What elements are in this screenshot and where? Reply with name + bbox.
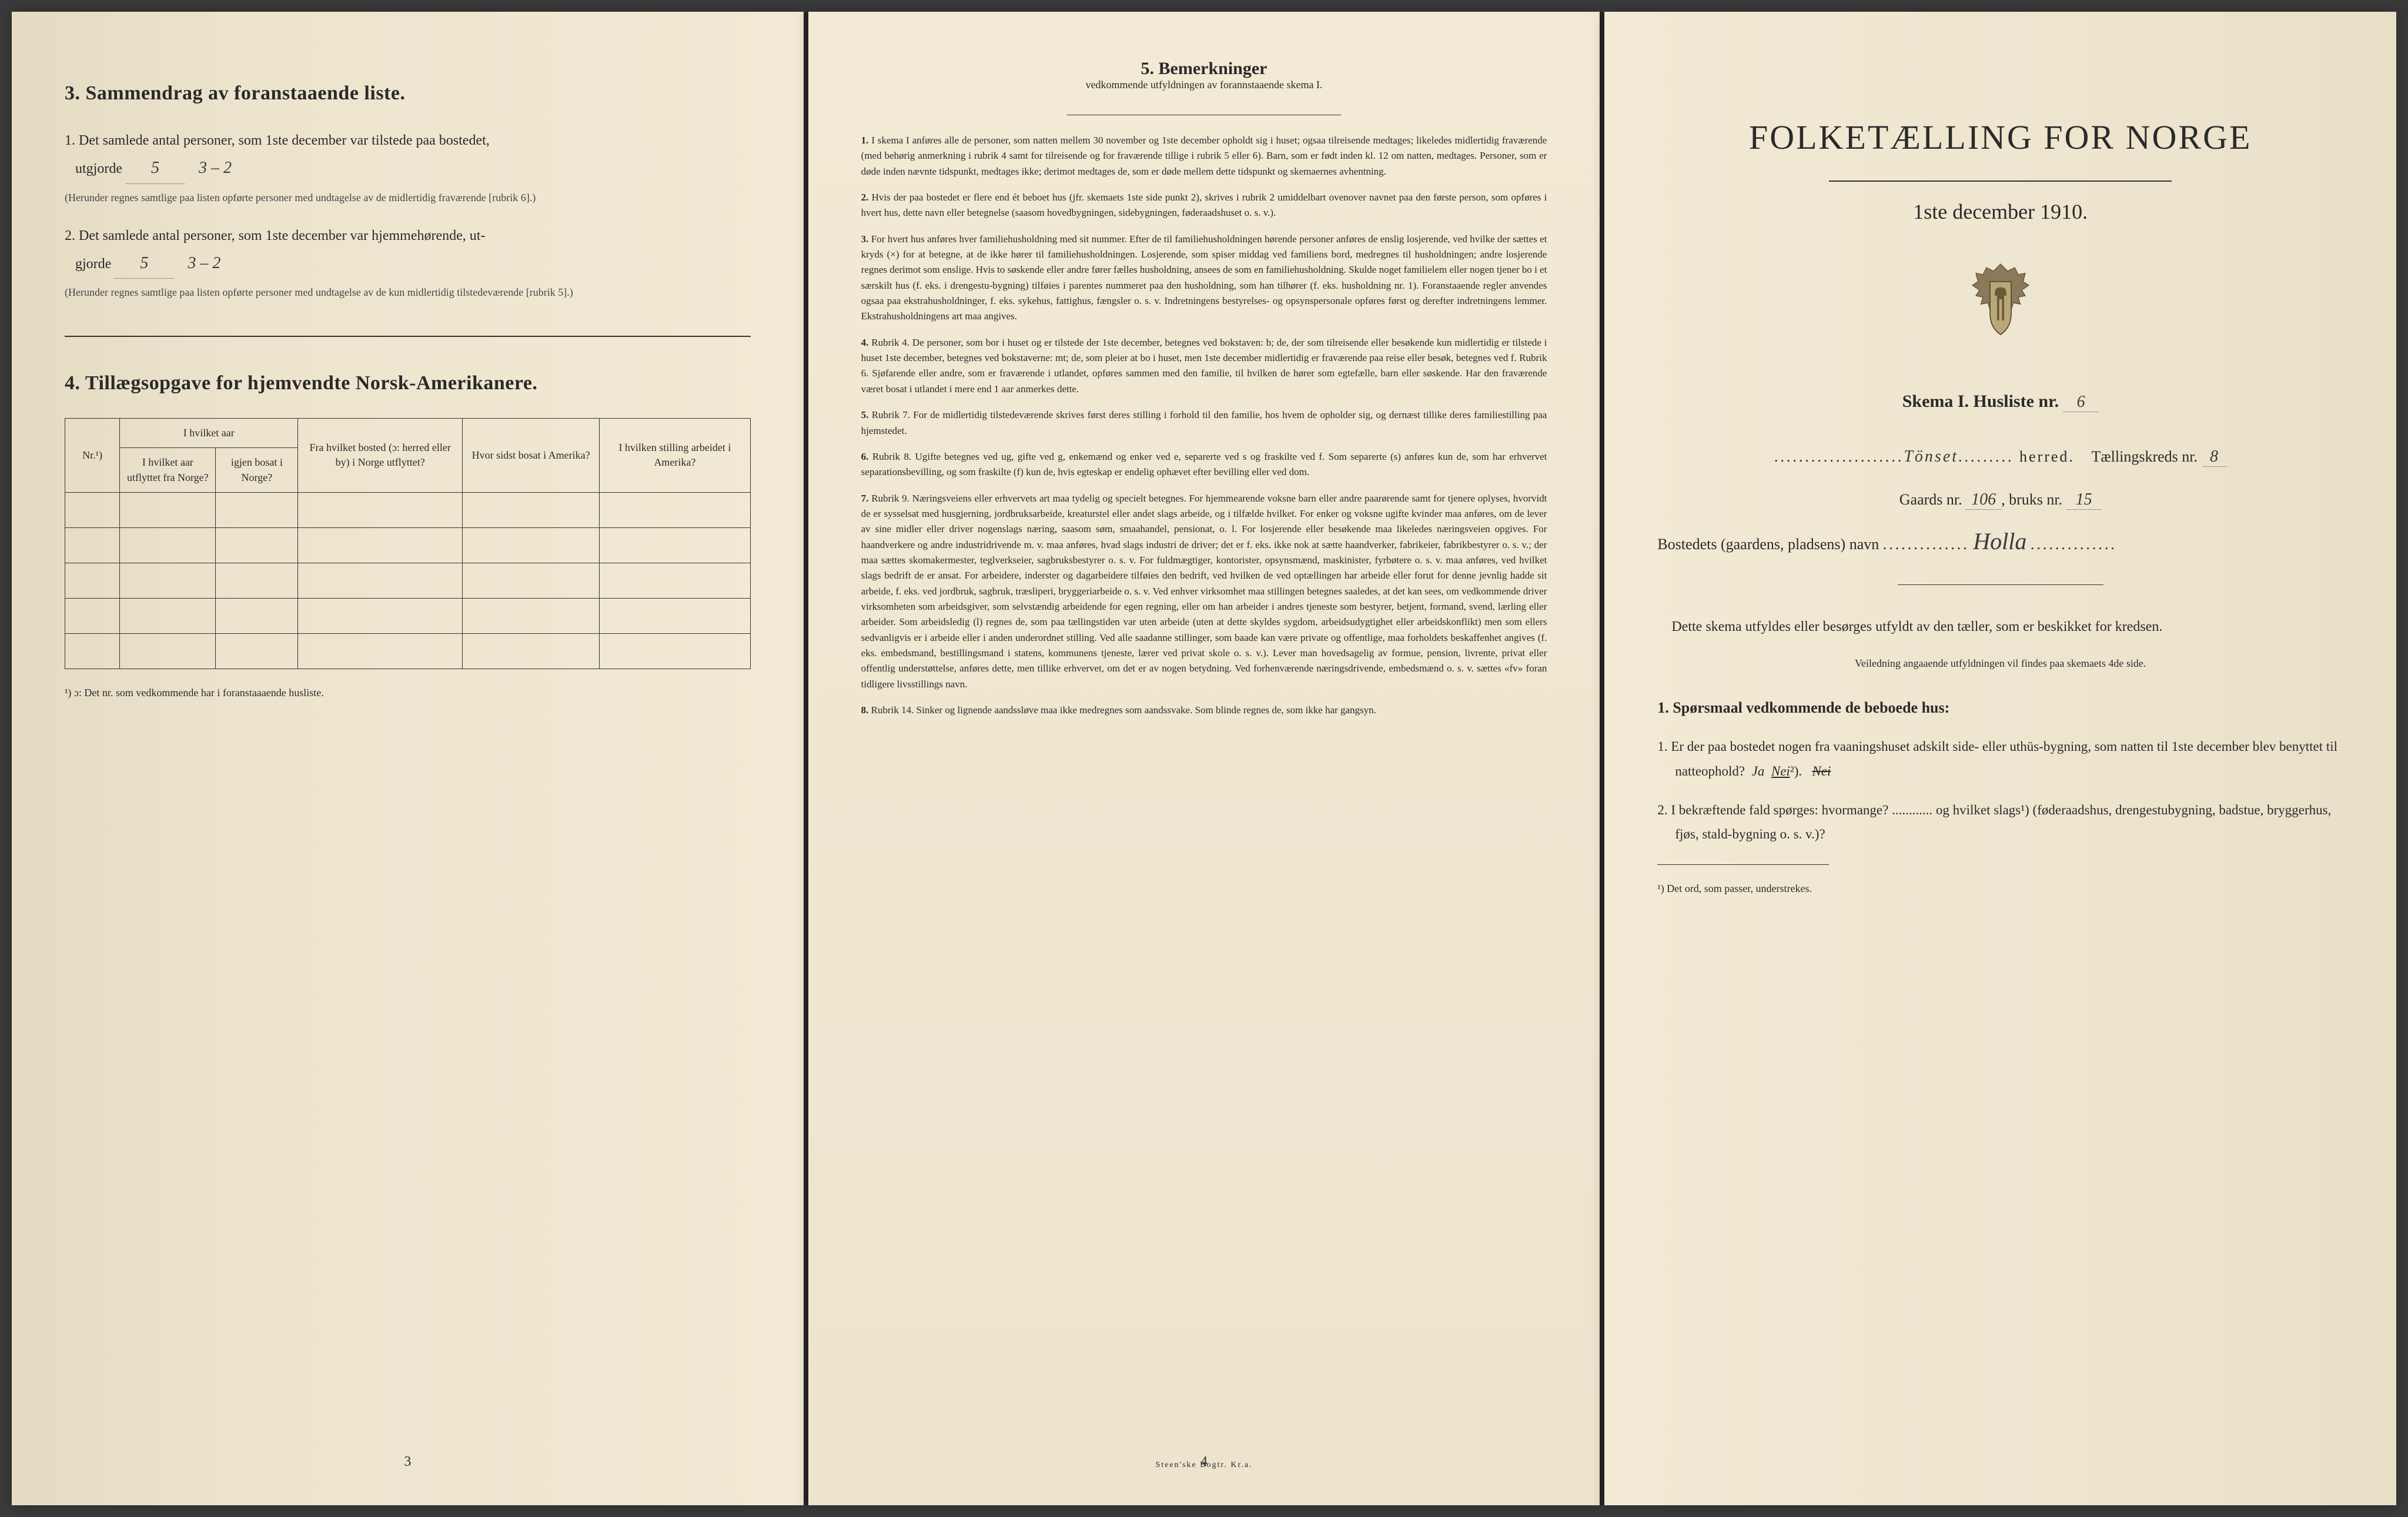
table-body [65,492,751,669]
table-row [65,527,751,563]
col-nr: Nr.¹) [65,419,120,493]
col-year-group: I hvilket aar [120,419,298,448]
item1-sub: (Herunder regnes samtlige paa listen opf… [65,190,751,206]
remark-item: 7. Rubrik 9. Næringsveiens eller erhverv… [861,491,1547,692]
col-returned: igjen bosat i Norge? [216,448,298,492]
remark-item: 5. Rubrik 7. For de midlertidig tilstede… [861,407,1547,439]
bosted-line: Bostedets (gaardens, pladsens) navn ....… [1657,527,2343,555]
question-head: 1. Spørsmaal vedkommende de beboede hus: [1657,699,2343,717]
remarks-title: 5. Bemerkninger [861,59,1547,79]
skema-line: Skema I. Husliste nr. 6 [1657,392,2343,412]
herred-line: .....................Tönset......... her… [1657,447,2343,467]
section4-title: 4. Tillægsopgave for hjemvendte Norsk-Am… [65,372,751,395]
mid-rule [1898,584,2103,585]
item2-sub: (Herunder regnes samtlige paa listen opf… [65,285,751,300]
col-from: Fra hvilket bosted (ɔ: herred eller by) … [298,419,463,493]
item1: 1. Det samlede antal personer, som 1ste … [65,128,751,206]
table-row [65,598,751,633]
item1-value: 5 [126,153,185,183]
page-right: FOLKETÆLLING FOR NORGE 1ste december 191… [1604,12,2396,1505]
item1-text: Det samlede antal personer, som 1ste dec… [79,133,490,148]
footnote-rule [1657,864,1829,865]
document-tri-fold: 3. Sammendrag av foranstaaende liste. 1.… [12,12,2396,1505]
american-table: Nr.¹) I hvilket aar Fra hvilket bosted (… [65,418,751,669]
item2-label: gjorde [75,256,111,272]
question-1: 1. Er der paa bostedet nogen fra vaaning… [1657,734,2343,783]
col-emigrated: I hvilket aar utflyttet fra Norge? [120,448,216,492]
page-number-3: 3 [404,1454,411,1470]
col-position: I hvilken stilling arbeidet i Amerika? [600,419,750,493]
coat-of-arms-icon [1657,259,2343,356]
item2-value: 5 [115,249,173,279]
right-footnote: ¹) Det ord, som passer, understrekes. [1657,883,2343,895]
page-left: 3. Sammendrag av foranstaaende liste. 1.… [12,12,804,1505]
question-2: 2. I bekræftende fald spørges: hvormange… [1657,798,2343,847]
col-where: Hvor sidst bosat i Amerika? [463,419,600,493]
table-row [65,633,751,669]
item2-note: 3 – 2 [188,254,220,272]
item2-text: Det samlede antal personer, som 1ste dec… [79,228,485,243]
remark-item: 8. Rubrik 14. Sinker og lignende aandssl… [861,703,1547,718]
page-middle: 5. Bemerkninger vedkommende utfyldningen… [808,12,1600,1505]
remark-item: 1. I skema I anføres alle de personer, s… [861,133,1547,179]
remark-item: 4. Rubrik 4. De personer, som bor i huse… [861,335,1547,397]
item1-note: 3 – 2 [199,159,232,177]
remarks-subtitle: vedkommende utfyldningen av forannstaaen… [861,79,1547,91]
table-row [65,492,751,527]
remark-item: 2. Hvis der paa bostedet er flere end ét… [861,190,1547,221]
remarks-list: 1. I skema I anføres alle de personer, s… [861,133,1547,718]
item2: 2. Det samlede antal personer, som 1ste … [65,223,751,301]
struck-answer: Nei [1812,764,1831,778]
subtitle: 1ste december 1910. [1657,199,2343,224]
husliste-nr: 6 [2063,393,2099,412]
gaards-line: Gaards nr. 106, bruks nr. 15 [1657,490,2343,510]
title-rule [1829,181,2172,182]
main-title: FOLKETÆLLING FOR NORGE [1657,118,2343,157]
section3-title: 3. Sammendrag av foranstaaende liste. [65,82,751,105]
table-header-row: Nr.¹) I hvilket aar Fra hvilket bosted (… [65,419,751,448]
body-text-1: Dette skema utfyldes eller besørges utfy… [1657,614,2343,640]
item1-label: utgjorde [75,161,122,176]
left-footnote: ¹) ɔ: Det nr. som vedkommende har i fora… [65,687,751,699]
remark-item: 3. For hvert hus anføres hver familiehus… [861,232,1547,325]
printer-mark: Steen'ske Bogtr. Kr.a. [1155,1461,1252,1470]
divider [65,336,751,337]
instruction: Veiledning angaaende utfyldningen vil fi… [1657,657,2343,670]
table-row [65,563,751,598]
remark-item: 6. Rubrik 8. Ugifte betegnes ved ug, gif… [861,449,1547,480]
